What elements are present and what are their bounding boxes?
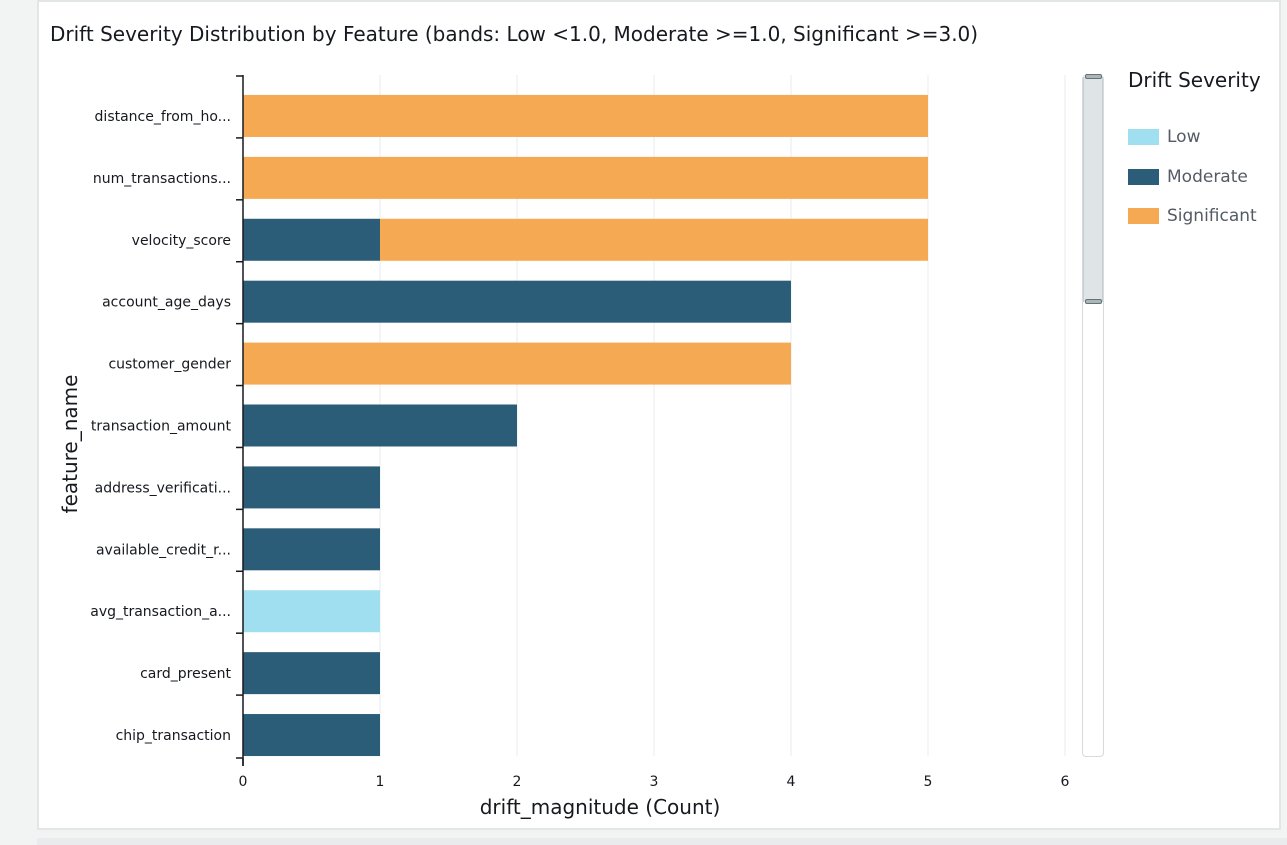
y-tick-label: velocity_score [132,233,231,249]
y-tick-label: account_age_days [102,295,231,311]
x-tick-label: 5 [924,774,933,790]
x-tick-label: 1 [376,774,385,790]
axes: 0 1 2 3 4 5 6 distance_from_ho... num_transactio… [90,75,1070,790]
x-tick-label: 4 [787,774,796,790]
bar-moderate[interactable] [243,404,517,447]
bar-moderate[interactable] [243,528,380,571]
bar-moderate[interactable] [243,714,380,757]
chart-title: Drift Severity Distribution by Feature (… [50,22,979,46]
y-tick-label: chip_transaction [116,728,231,744]
y-tick-label: card_present [140,666,231,682]
bars [243,94,928,757]
legend-swatch-significant [1128,208,1159,224]
legend-item-low[interactable]: Low [1128,127,1200,147]
legend-swatch-low [1128,129,1159,145]
bar-moderate[interactable] [243,218,380,261]
y-axis-title: feature_name [58,375,82,514]
y-tick-label: customer_gender [108,357,231,373]
bar-significant[interactable] [243,342,791,385]
zoom-scrollbar-thumb[interactable] [1083,77,1103,302]
x-tick-label: 0 [239,774,248,790]
legend-swatch-moderate [1128,169,1159,185]
y-tick-label: transaction_amount [91,419,232,435]
bar-significant[interactable] [243,156,928,199]
legend-title: Drift Severity [1128,68,1261,92]
x-tick-label: 3 [650,774,659,790]
bar-moderate[interactable] [243,466,380,509]
y-tick-label: address_verificati... [95,480,231,496]
legend-label-moderate: Moderate [1167,167,1248,187]
legend-label-significant: Significant [1167,206,1257,226]
bar-significant[interactable] [243,94,928,137]
y-tick-label: distance_from_ho... [95,109,231,125]
legend-item-moderate[interactable]: Moderate [1128,167,1248,187]
legend-label-low: Low [1167,127,1201,147]
zoom-handle-bottom[interactable] [1085,299,1102,304]
y-tick-label: available_credit_r... [96,542,231,558]
zoom-handle-top[interactable] [1085,74,1102,79]
bar-low[interactable] [243,590,380,633]
y-tick-label: avg_transaction_a... [90,604,231,620]
bar-significant[interactable] [380,218,928,261]
legend-item-significant[interactable]: Significant [1128,206,1257,226]
x-axis-title: drift_magnitude (Count) [480,795,721,819]
y-tick-label: num_transactions... [93,171,231,187]
next-panel-edge [37,838,1287,845]
bar-moderate[interactable] [243,652,380,695]
x-tick-label: 2 [513,774,522,790]
x-tick-label: 6 [1061,774,1070,790]
bar-moderate[interactable] [243,280,791,323]
